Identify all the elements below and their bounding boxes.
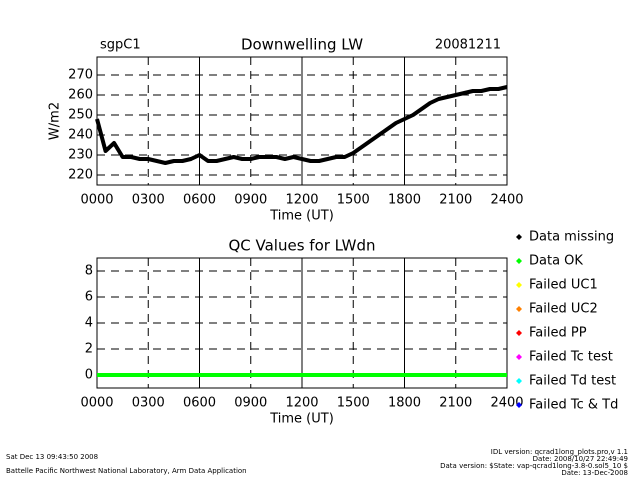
legend-label: Failed Td test	[529, 374, 616, 389]
data-line	[95, 85, 508, 165]
x-tick-label: 1500	[337, 396, 370, 411]
x-tick-label: 1500	[337, 193, 370, 208]
plot-frame	[96, 257, 508, 389]
site-label: sgpC1	[100, 38, 141, 53]
footer-idl-version: IDL version: qcrad1long_plots.pro,v 1.1	[491, 448, 628, 456]
footer-data-date: Date: 13-Dec-2008	[561, 469, 628, 477]
footer-data-version: Data version: $State: vap-qcrad1long-3.8…	[440, 462, 628, 470]
x-tick-label: 0300	[132, 193, 165, 208]
x-tick-label: 2400	[490, 396, 523, 411]
footer-idl-date: Date: 2008/10/27 22:49:49	[533, 455, 628, 463]
legend-marker	[516, 234, 522, 240]
y-tick-label: 270	[68, 68, 93, 83]
date-label: 20081211	[435, 38, 501, 53]
x-tick-label: 0600	[183, 396, 216, 411]
chart-title: Downwelling LW	[241, 36, 363, 54]
x-axis-label: Time (UT)	[269, 209, 334, 224]
y-tick-label: 8	[85, 264, 93, 279]
x-tick-label: 0300	[132, 396, 165, 411]
legend-label: Failed UC1	[529, 278, 598, 293]
legend-marker	[516, 282, 522, 288]
legend-label: Data OK	[529, 254, 583, 269]
legend-marker	[516, 258, 522, 264]
y-tick-label: 220	[68, 168, 93, 183]
y-tick-label: 6	[85, 290, 93, 305]
x-tick-label: 2100	[439, 193, 472, 208]
x-tick-label: 0600	[183, 193, 216, 208]
x-tick-label: 0900	[234, 396, 267, 411]
legend-marker	[516, 402, 522, 408]
x-tick-label: 1200	[285, 396, 318, 411]
x-tick-label: 1200	[285, 193, 318, 208]
legend-marker	[516, 354, 522, 360]
y-tick-label: 2	[85, 342, 93, 357]
y-tick-label: 250	[68, 108, 93, 123]
x-tick-label: 0000	[80, 396, 113, 411]
x-tick-label: 1800	[388, 193, 421, 208]
x-tick-label: 0000	[80, 193, 113, 208]
legend-marker	[516, 306, 522, 312]
legend-label: Failed Tc test	[529, 350, 613, 365]
x-tick-label: 0900	[234, 193, 267, 208]
chart-title: QC Values for LWdn	[228, 237, 375, 255]
legend-label: Failed PP	[529, 326, 587, 341]
legend-label: Failed Tc & Td	[529, 398, 618, 413]
x-tick-label: 2400	[490, 193, 523, 208]
y-tick-label: 4	[85, 316, 93, 331]
legend-marker	[516, 378, 522, 384]
legend-marker	[516, 330, 522, 336]
footer-organization: Battelle Pacific Northwest National Labo…	[6, 467, 247, 475]
y-tick-label: 230	[68, 148, 93, 163]
legend-label: Data missing	[529, 230, 614, 245]
x-tick-label: 1800	[388, 396, 421, 411]
footer-timestamp: Sat Dec 13 09:43:50 2008	[6, 453, 98, 461]
y-tick-label: 260	[68, 88, 93, 103]
x-axis-label: Time (UT)	[269, 412, 334, 427]
y-tick-label: 240	[68, 128, 93, 143]
y-tick-label: 0	[85, 368, 93, 383]
y-axis-label: W/m2	[48, 102, 63, 140]
legend-label: Failed UC2	[529, 302, 598, 317]
x-tick-label: 2100	[439, 396, 472, 411]
